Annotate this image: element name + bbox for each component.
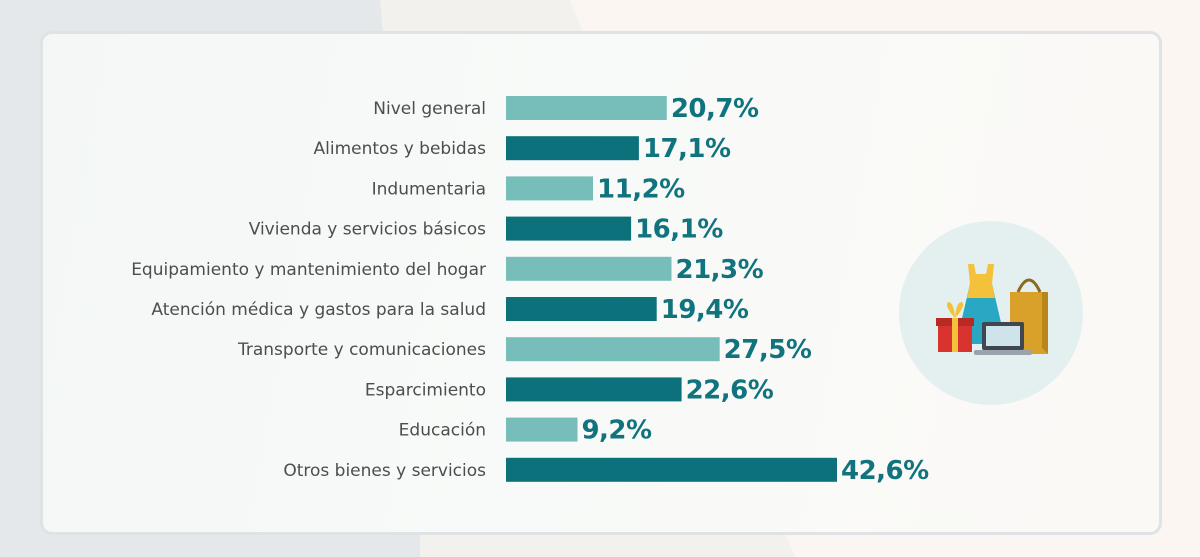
category-label: Alimentos y bebidas (314, 139, 487, 159)
bar (506, 337, 720, 362)
value-label: 17,1% (643, 134, 731, 164)
bar (506, 457, 837, 482)
category-label: Equipamiento y mantenimiento del hogar (131, 260, 486, 280)
value-label: 11,2% (597, 174, 685, 204)
bar (506, 256, 672, 281)
category-label: Vivienda y servicios básicos (249, 220, 486, 240)
value-label: 27,5% (724, 335, 812, 365)
shopping-illustration (899, 221, 1083, 405)
category-label: Indumentaria (372, 179, 486, 199)
bar (506, 377, 682, 402)
bar (506, 176, 593, 201)
value-label: 42,6% (841, 456, 929, 486)
laptop-icon (974, 322, 1032, 355)
category-label: Otros bienes y servicios (283, 461, 486, 481)
bar (506, 417, 578, 442)
bar (506, 96, 667, 120)
category-label: Esparcimiento (365, 380, 486, 400)
category-label: Nivel general (373, 99, 486, 119)
value-label: 21,3% (676, 255, 764, 285)
category-label: Educación (399, 421, 486, 441)
value-label: 16,1% (635, 215, 723, 245)
category-label: Transporte y comunicaciones (237, 340, 486, 360)
value-label: 9,2% (581, 416, 652, 446)
bar (506, 136, 639, 161)
value-label: 20,7% (671, 94, 759, 124)
category-label: Atención médica y gastos para la salud (151, 300, 486, 320)
bar (506, 216, 632, 241)
bar (506, 297, 657, 321)
value-label: 22,6% (686, 375, 774, 405)
gift-box-icon (936, 302, 974, 352)
value-label: 19,4% (661, 295, 749, 325)
